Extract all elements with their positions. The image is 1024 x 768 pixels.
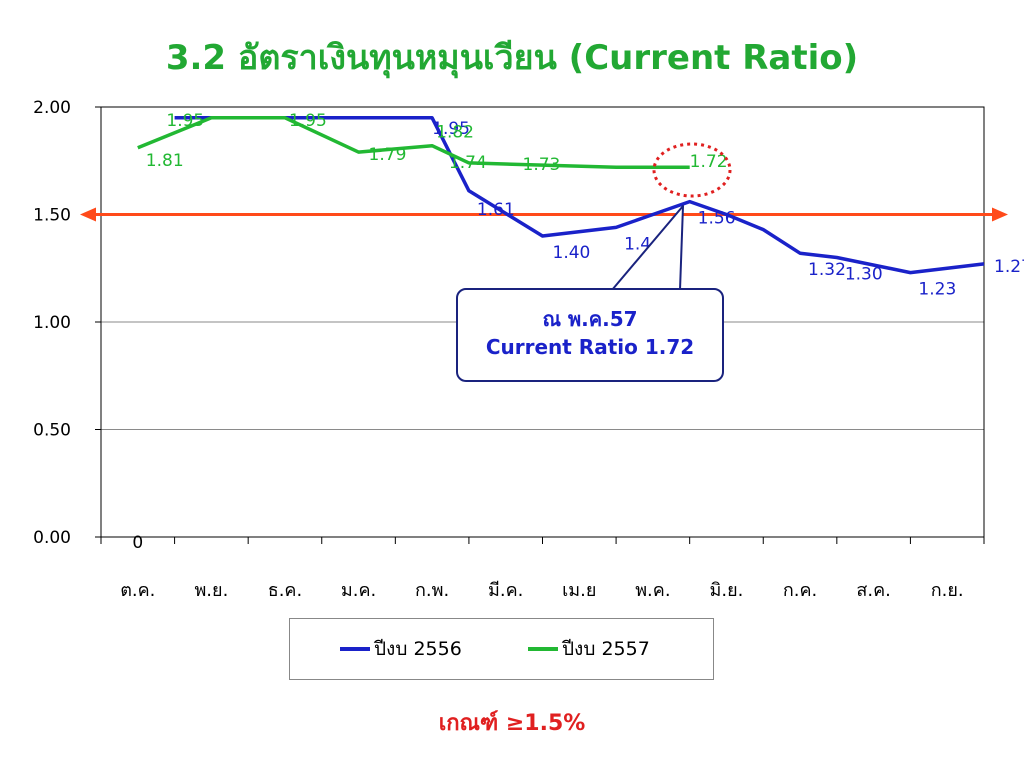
x-tick-label: ส.ค. xyxy=(856,580,890,601)
series-line-0 xyxy=(174,116,985,275)
data-label: 1.30 xyxy=(845,265,883,285)
threshold-arrow-left xyxy=(80,207,96,222)
x-tick-label: ก.ค. xyxy=(783,580,817,601)
data-label: 1.72 xyxy=(690,152,728,172)
legend-swatch-2556 xyxy=(340,647,370,651)
highlight-circle xyxy=(652,142,732,198)
x-tick-label: ธ.ค. xyxy=(268,580,302,601)
y-tick-label: 1.00 xyxy=(33,313,71,333)
data-label: 1.95 xyxy=(166,111,204,131)
x-tick-label: ม.ค. xyxy=(341,580,376,601)
series-line-1 xyxy=(137,116,690,169)
callout-box: ณ พ.ค.57 Current Ratio 1.72 xyxy=(456,288,724,382)
data-label: 1.23 xyxy=(918,280,956,300)
x-tick-label: มี.ค. xyxy=(488,580,523,601)
threshold-line xyxy=(80,207,1008,222)
legend-item-2556: ปีงบ 2556 xyxy=(340,637,462,661)
x-tick-label: มิ.ย. xyxy=(710,580,744,601)
data-label: 1.74 xyxy=(449,153,487,173)
data-label: 1.81 xyxy=(146,151,184,171)
x-tick-label: เม.ย xyxy=(562,580,596,601)
legend: ปีงบ 2556 ปีงบ 2557 xyxy=(289,618,714,680)
data-label: 1.27 xyxy=(994,257,1024,277)
axis-ticks: 0.00 0.50 1.00 1.50 2.00 ต.ค. พ.ย. ธ.ค. ม.ค. ก.พ.… xyxy=(33,98,985,601)
legend-swatch-2557 xyxy=(528,647,558,651)
y-tick-label: 2.00 xyxy=(33,98,71,118)
callout-pointer xyxy=(611,205,684,291)
zero-label: 0 xyxy=(132,533,143,553)
x-tick-label: ก.ย. xyxy=(931,580,964,601)
x-tick-label: ก.พ. xyxy=(415,580,449,601)
data-label: 1.79 xyxy=(369,145,407,165)
chart-title: 3.2 อัตราเงินทุนหมุนเวียน (Current Ratio… xyxy=(165,38,859,78)
callout-line-2: Current Ratio 1.72 xyxy=(485,335,695,359)
data-label: 1.82 xyxy=(436,123,474,143)
x-tick-label: พ.ย. xyxy=(194,580,228,601)
criteria-text: เกณฑ์ ≥1.5% xyxy=(438,711,586,736)
y-tick-label: 1.50 xyxy=(33,206,71,226)
threshold-arrow-right xyxy=(992,207,1008,222)
legend-item-2557: ปีงบ 2557 xyxy=(528,637,650,661)
data-label: 1.40 xyxy=(553,243,591,263)
legend-label-2556: ปีงบ 2556 xyxy=(374,638,462,660)
series-lines xyxy=(137,116,985,275)
data-label: 1.32 xyxy=(808,260,846,280)
y-tick-label: 0.50 xyxy=(33,421,71,441)
x-tick-label: ต.ค. xyxy=(120,580,155,601)
data-label: 1.95 xyxy=(432,119,470,139)
x-tick-label: พ.ค. xyxy=(635,580,670,601)
data-label: 1.56 xyxy=(698,209,736,229)
callout-line-1: ณ พ.ค.57 xyxy=(542,307,638,331)
data-labels: 1.951.611.401.441.561.321.301.231.271.81… xyxy=(146,111,1024,300)
data-label: 1.61 xyxy=(477,200,515,220)
legend-label-2557: ปีงบ 2557 xyxy=(562,638,650,660)
data-label: 1.95 xyxy=(289,111,327,131)
data-label: 1.73 xyxy=(523,155,561,175)
y-tick-label: 0.00 xyxy=(33,528,71,548)
